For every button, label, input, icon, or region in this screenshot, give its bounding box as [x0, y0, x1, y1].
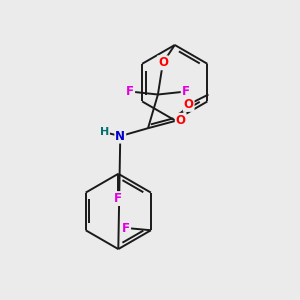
Text: O: O [184, 98, 194, 111]
Text: F: F [122, 222, 130, 235]
Text: F: F [114, 192, 122, 205]
Text: N: N [115, 130, 125, 142]
Text: F: F [126, 85, 134, 98]
Text: O: O [176, 114, 186, 127]
Text: F: F [182, 85, 190, 98]
Text: H: H [100, 127, 109, 137]
Text: O: O [158, 56, 168, 69]
